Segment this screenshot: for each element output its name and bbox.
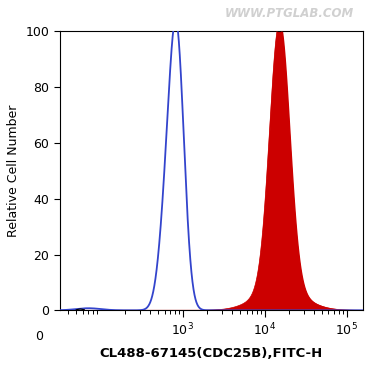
Text: WWW.PTGLAB.COM: WWW.PTGLAB.COM	[225, 7, 354, 20]
Text: 0: 0	[35, 330, 43, 343]
Y-axis label: Relative Cell Number: Relative Cell Number	[7, 105, 20, 237]
X-axis label: CL488-67145(CDC25B),FITC-H: CL488-67145(CDC25B),FITC-H	[100, 347, 323, 360]
